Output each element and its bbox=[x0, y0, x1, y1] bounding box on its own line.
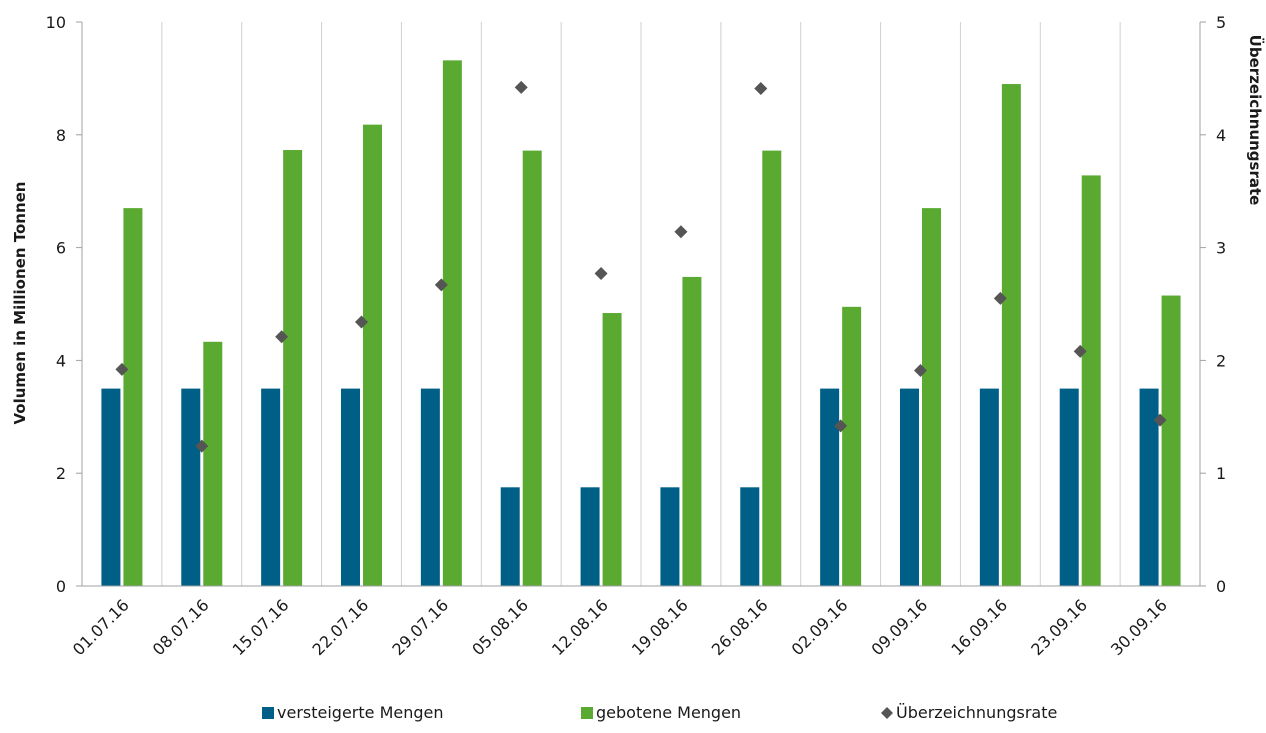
y2-tick-label: 1 bbox=[1216, 464, 1226, 483]
legend-swatch bbox=[581, 707, 593, 719]
bar-gebotene-mengen bbox=[442, 60, 462, 587]
y2-axis-title: Überzeichnungsrate bbox=[1246, 35, 1265, 206]
bar-gebotene-mengen bbox=[1081, 175, 1101, 586]
marker-ueberzeichnungsrate bbox=[914, 364, 927, 378]
bar-gebotene-mengen bbox=[123, 208, 143, 586]
marker-ueberzeichnungsrate bbox=[355, 315, 368, 329]
bar-gebotene-mengen bbox=[203, 341, 223, 586]
bar-gebotene-mengen bbox=[922, 208, 941, 586]
y2-tick-label: 0 bbox=[1216, 577, 1226, 596]
y-tick-label: 0 bbox=[56, 577, 66, 596]
bar-versteigerte-mengen bbox=[1139, 388, 1159, 586]
x-tick-label: 19.08.16 bbox=[628, 595, 692, 659]
bar-versteigerte-mengen bbox=[101, 388, 121, 586]
bar-versteigerte-mengen bbox=[580, 487, 600, 586]
marker-ueberzeichnungsrate bbox=[514, 80, 528, 94]
x-tick-label: 16.09.16 bbox=[947, 595, 1011, 659]
bar-versteigerte-mengen bbox=[1059, 388, 1079, 586]
bar-gebotene-mengen bbox=[602, 313, 622, 586]
x-tick-label: 08.07.16 bbox=[149, 595, 213, 659]
marker-ueberzeichnungsrate bbox=[195, 439, 209, 453]
bar-gebotene-mengen bbox=[1161, 295, 1181, 586]
marker-ueberzeichnungsrate bbox=[1073, 344, 1087, 358]
bar-versteigerte-mengen bbox=[900, 388, 919, 586]
markers-layer bbox=[115, 80, 1167, 453]
x-tick-label: 30.09.16 bbox=[1107, 595, 1171, 659]
bar-gebotene-mengen bbox=[842, 306, 862, 586]
legend-label: versteigerte Mengen bbox=[277, 703, 444, 722]
y-tick-label: 10 bbox=[46, 13, 66, 32]
bar-versteigerte-mengen bbox=[181, 388, 201, 586]
bar-versteigerte-mengen bbox=[500, 487, 520, 586]
marker-ueberzeichnungsrate bbox=[115, 362, 129, 376]
y-axis-title: Volumen in Millionen Tonnen bbox=[11, 182, 29, 425]
y-tick-label: 6 bbox=[56, 239, 66, 258]
x-tick-label: 23.09.16 bbox=[1027, 595, 1091, 659]
bar-gebotene-mengen bbox=[522, 150, 542, 587]
x-tick-label: 05.08.16 bbox=[468, 595, 532, 659]
axes-layer: 0 2 4 6 8 10 0 1 2 3 4 5 01.07.16 08.07.16 15.07.16 22.… bbox=[46, 13, 1227, 659]
bar-versteigerte-mengen bbox=[341, 388, 360, 586]
marker-ueberzeichnungsrate bbox=[275, 330, 289, 344]
y-tick-label: 2 bbox=[56, 464, 66, 483]
x-tick-label: 09.09.16 bbox=[868, 595, 932, 659]
legend: versteigerte Mengen gebotene Mengen Überze… bbox=[262, 703, 1057, 722]
x-tick-label: 22.07.16 bbox=[309, 595, 373, 659]
x-tick-label: 01.07.16 bbox=[69, 595, 133, 659]
grid-layer bbox=[161, 22, 1121, 586]
x-tick-label: 12.08.16 bbox=[548, 595, 612, 659]
bar-versteigerte-mengen bbox=[420, 388, 440, 586]
x-tick-label: 02.09.16 bbox=[788, 595, 852, 659]
marker-ueberzeichnungsrate bbox=[993, 291, 1007, 305]
bar-gebotene-mengen bbox=[363, 124, 382, 586]
legend-swatch bbox=[881, 707, 893, 719]
legend-label: gebotene Mengen bbox=[596, 703, 741, 722]
y2-tick-label: 2 bbox=[1216, 351, 1226, 370]
y-tick-label: 4 bbox=[56, 351, 66, 370]
y2-tick-label: 5 bbox=[1216, 13, 1226, 32]
bars-layer bbox=[101, 60, 1181, 587]
x-tick-label: 29.07.16 bbox=[388, 595, 452, 659]
marker-ueberzeichnungsrate bbox=[434, 278, 448, 292]
marker-ueberzeichnungsrate bbox=[1153, 413, 1167, 427]
y-tick-label: 8 bbox=[56, 126, 66, 145]
y2-tick-label: 3 bbox=[1216, 239, 1226, 258]
bar-versteigerte-mengen bbox=[740, 487, 760, 586]
bar-gebotene-mengen bbox=[1001, 84, 1021, 586]
bar-gebotene-mengen bbox=[762, 150, 782, 587]
bar-gebotene-mengen bbox=[283, 150, 303, 586]
marker-ueberzeichnungsrate bbox=[674, 225, 688, 239]
x-tick-label: 26.08.16 bbox=[708, 595, 772, 659]
bar-versteigerte-mengen bbox=[820, 388, 840, 586]
bar-versteigerte-mengen bbox=[261, 388, 281, 586]
bar-gebotene-mengen bbox=[682, 276, 702, 586]
marker-ueberzeichnungsrate bbox=[834, 419, 848, 433]
bar-versteigerte-mengen bbox=[660, 487, 680, 586]
y2-tick-label: 4 bbox=[1216, 126, 1226, 145]
marker-ueberzeichnungsrate bbox=[594, 267, 608, 281]
legend-swatch bbox=[262, 707, 274, 719]
bar-versteigerte-mengen bbox=[979, 388, 999, 586]
marker-ueberzeichnungsrate bbox=[754, 82, 768, 96]
x-tick-label: 15.07.16 bbox=[229, 595, 293, 659]
legend-label: Überzeichnungsrate bbox=[896, 703, 1057, 722]
